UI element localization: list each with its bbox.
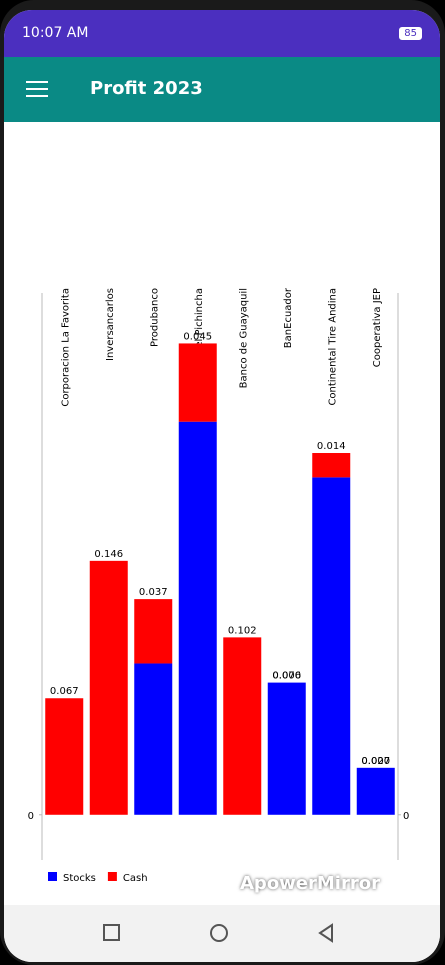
bar-segment: [134, 663, 173, 815]
legend-swatch: [48, 872, 57, 881]
bar-segment: [134, 599, 173, 664]
y-tick-label: 0: [28, 811, 34, 822]
x-tick-label: Banco del Pichincha: [194, 288, 205, 388]
value-label: 0.000: [272, 671, 301, 682]
x-tick-label: Banco de Guayaquil: [238, 288, 249, 388]
bar-segment: [89, 560, 128, 815]
value-label: 0.037: [139, 587, 168, 598]
value-label: 0.102: [228, 625, 257, 636]
nav-bar: [4, 905, 440, 962]
bar-segment: [312, 453, 351, 478]
x-tick-label: Produbanco: [149, 288, 160, 347]
value-label: 0.045: [183, 331, 212, 342]
app-bar: Profit 2023: [4, 57, 440, 122]
y2-tick-label: 0: [403, 811, 409, 822]
recents-button[interactable]: [103, 924, 120, 941]
legend-label: Stocks: [63, 873, 96, 884]
legend-swatch: [107, 872, 117, 881]
bar-segment: [178, 343, 217, 422]
back-button[interactable]: [318, 923, 333, 943]
legend-label: Cash: [123, 873, 148, 884]
bar-segment: [267, 682, 306, 815]
bar-segment: [178, 421, 217, 815]
value-label: 0.027: [361, 756, 390, 767]
value-label: 0.146: [94, 549, 123, 560]
app-title: Profit 2023: [90, 78, 203, 99]
x-tick-label: Continental Tire Andina: [327, 288, 338, 406]
value-label: 0.000: [361, 756, 390, 767]
value-label: 0.067: [50, 686, 79, 697]
nav-icons: [103, 923, 333, 943]
chart: 0 0 Corporacion La Favorita 0.000 0.067 Inver…: [28, 287, 410, 884]
bar-segment: [223, 637, 262, 815]
watermark: ApowerMirror: [240, 873, 380, 894]
x-tick-label: Cooperativa JEP: [372, 288, 383, 367]
x-tick-label: Inversancarlos: [105, 288, 116, 361]
status-bar: 10:07 AM 85: [4, 10, 440, 57]
bar-segment: [45, 698, 84, 815]
value-label: 0.014: [317, 441, 346, 452]
bar-segment: [312, 477, 351, 815]
value-label: 0.076: [272, 671, 301, 682]
x-tick-label: BanEcuador: [283, 287, 294, 348]
battery: 85: [399, 27, 422, 40]
bar-segment: [356, 767, 395, 815]
home-button[interactable]: [210, 924, 228, 942]
x-tick-label: Corporacion La Favorita: [60, 288, 71, 407]
status-time: 10:07 AM: [22, 25, 89, 41]
